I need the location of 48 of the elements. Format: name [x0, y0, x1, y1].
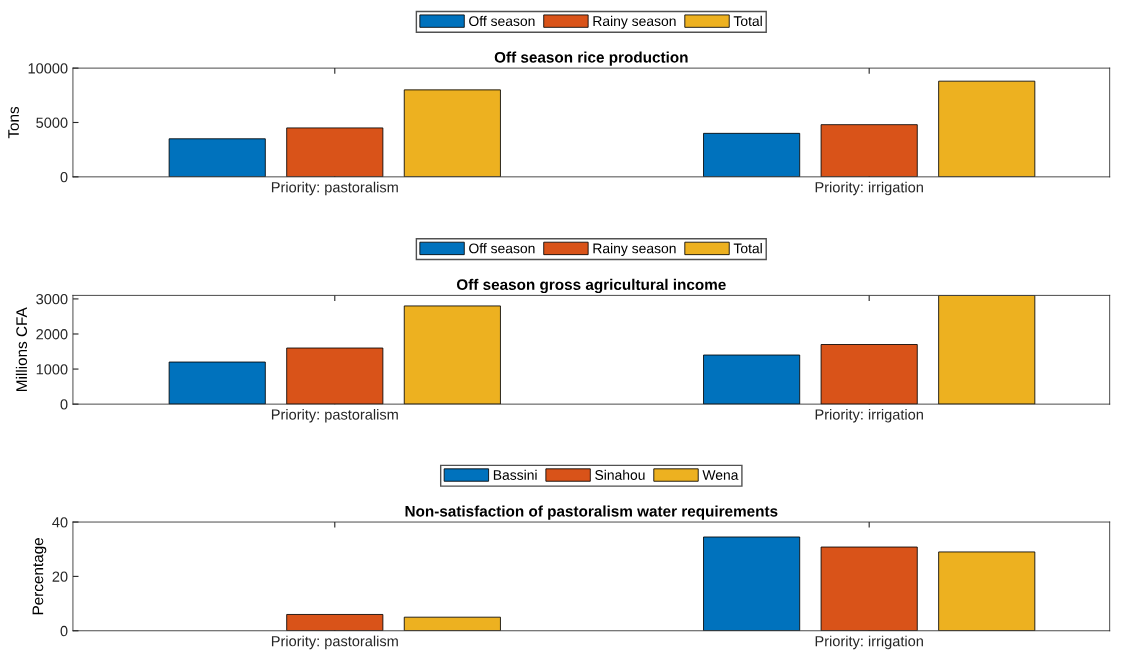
bar	[703, 536, 801, 631]
bar	[286, 127, 384, 177]
x-tick-label: Priority: pastoralism	[271, 181, 398, 196]
y-tick-label: 10000	[28, 63, 68, 74]
y-tick-label: 0	[60, 399, 68, 410]
x-tick-label: Priority: irrigation	[815, 635, 923, 650]
y-tick-label: 20	[52, 571, 68, 582]
y-axis-title: Tons	[8, 106, 19, 139]
y-tick-label: 0	[60, 625, 68, 637]
legend-label: Bassini	[493, 469, 537, 480]
y-tick-label: 0	[60, 171, 68, 183]
legend-label: Total	[733, 15, 762, 27]
y-axis-title: Percentage	[32, 538, 47, 615]
x-tick-label: Priority: irrigation	[815, 181, 923, 196]
chart-title: Off season gross agricultural income	[456, 278, 726, 294]
y-tick-label: 5000	[36, 117, 68, 128]
legend-label: Total	[733, 243, 762, 254]
bar	[820, 546, 918, 631]
bar	[820, 344, 918, 405]
bar	[286, 347, 384, 405]
y-axis-title: Millions CFA	[15, 307, 28, 391]
bar	[403, 89, 501, 177]
legend-label: Off season	[469, 15, 535, 27]
bar	[703, 132, 801, 177]
bar	[820, 124, 918, 177]
legend-label: Sinahou	[595, 469, 645, 480]
legend-label: Rainy season	[593, 243, 676, 257]
bar	[168, 138, 266, 177]
x-tick-label: Priority: pastoralism	[271, 635, 398, 650]
chart-title: Off season rice production	[494, 51, 688, 66]
x-tick-label: Priority: irrigation	[815, 409, 923, 423]
bar	[938, 80, 1036, 177]
bar	[938, 295, 1036, 405]
bar	[168, 361, 266, 405]
chart-title: Non-satisfaction of pastoralism water requirements	[405, 505, 778, 520]
bar	[403, 305, 501, 405]
legend-label: Wena	[702, 470, 739, 480]
bar	[938, 551, 1036, 631]
legend-label: Off season	[469, 243, 535, 254]
bar	[286, 614, 384, 631]
y-tick-label: 2000	[36, 329, 68, 340]
y-tick-label: 40	[52, 517, 68, 528]
y-tick-label: 3000	[36, 294, 68, 305]
x-tick-label: Priority: pastoralism	[271, 409, 398, 423]
bar	[703, 354, 801, 405]
legend-label: Rainy season	[593, 15, 676, 29]
y-tick-label: 1000	[36, 364, 68, 375]
bar	[403, 616, 501, 631]
